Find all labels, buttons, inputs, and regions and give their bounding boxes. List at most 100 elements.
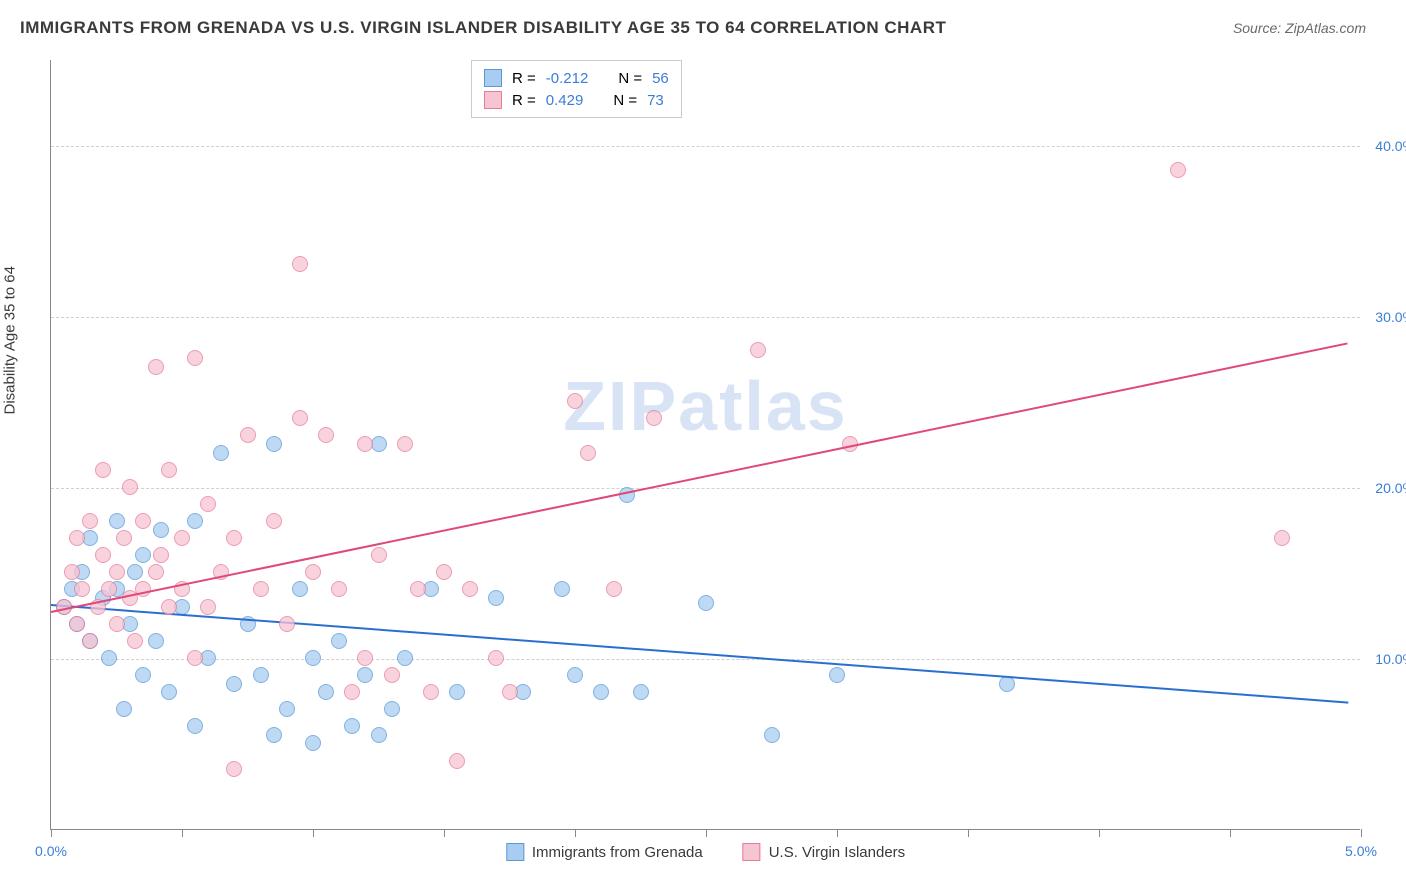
- scatter-point: [554, 581, 570, 597]
- scatter-point: [109, 616, 125, 632]
- trend-line: [51, 342, 1348, 613]
- scatter-point: [1170, 162, 1186, 178]
- n-label: N =: [613, 92, 637, 109]
- legend-swatch-grenada: [484, 69, 502, 87]
- scatter-point: [279, 701, 295, 717]
- x-tick: [1230, 829, 1231, 837]
- scatter-point: [187, 718, 203, 734]
- scatter-point: [305, 735, 321, 751]
- scatter-point: [200, 599, 216, 615]
- scatter-point: [135, 547, 151, 563]
- legend-label: U.S. Virgin Islanders: [769, 844, 905, 861]
- scatter-point: [698, 595, 714, 611]
- scatter-point: [580, 445, 596, 461]
- n-value-1: 56: [652, 70, 669, 87]
- gridline: [51, 317, 1360, 318]
- legend-row-1: R = -0.212 N = 56: [484, 67, 669, 89]
- scatter-point: [371, 727, 387, 743]
- scatter-point: [122, 479, 138, 495]
- scatter-point: [371, 547, 387, 563]
- scatter-point: [646, 410, 662, 426]
- r-label: R =: [512, 92, 536, 109]
- y-axis-label: Disability Age 35 to 64: [2, 266, 19, 414]
- x-tick: [444, 829, 445, 837]
- scatter-point: [82, 513, 98, 529]
- x-tick: [182, 829, 183, 837]
- scatter-point: [127, 564, 143, 580]
- scatter-point: [161, 599, 177, 615]
- scatter-point: [567, 393, 583, 409]
- scatter-point: [344, 684, 360, 700]
- scatter-point: [318, 427, 334, 443]
- scatter-point: [240, 427, 256, 443]
- scatter-point: [292, 581, 308, 597]
- scatter-point: [397, 650, 413, 666]
- x-tick: [1361, 829, 1362, 837]
- series-legend: Immigrants from Grenada U.S. Virgin Isla…: [506, 843, 905, 861]
- scatter-point: [174, 530, 190, 546]
- scatter-point: [305, 650, 321, 666]
- scatter-point: [331, 633, 347, 649]
- scatter-point: [69, 616, 85, 632]
- source-attribution: Source: ZipAtlas.com: [1233, 20, 1366, 36]
- scatter-point: [187, 650, 203, 666]
- gridline: [51, 488, 1360, 489]
- scatter-point: [109, 564, 125, 580]
- scatter-point: [829, 667, 845, 683]
- scatter-point: [318, 684, 334, 700]
- scatter-point: [606, 581, 622, 597]
- scatter-point: [764, 727, 780, 743]
- gridline: [51, 659, 1360, 660]
- scatter-point: [109, 513, 125, 529]
- scatter-point: [357, 650, 373, 666]
- scatter-point: [95, 462, 111, 478]
- scatter-point: [116, 701, 132, 717]
- legend-item-grenada: Immigrants from Grenada: [506, 843, 703, 861]
- r-value-1: -0.212: [546, 70, 589, 87]
- legend-item-usvi: U.S. Virgin Islanders: [743, 843, 905, 861]
- scatter-point: [488, 650, 504, 666]
- legend-row-2: R = 0.429 N = 73: [484, 89, 669, 111]
- y-tick-label: 10.0%: [1375, 651, 1406, 667]
- scatter-point: [161, 684, 177, 700]
- plot-area: ZIPatlas R = -0.212 N = 56 R = 0.429 N =…: [50, 60, 1360, 830]
- scatter-point: [74, 581, 90, 597]
- scatter-point: [153, 522, 169, 538]
- scatter-point: [266, 436, 282, 452]
- scatter-point: [95, 547, 111, 563]
- scatter-point: [127, 633, 143, 649]
- scatter-point: [266, 513, 282, 529]
- scatter-point: [226, 761, 242, 777]
- x-tick: [1099, 829, 1100, 837]
- trend-line: [51, 604, 1348, 704]
- scatter-point: [384, 667, 400, 683]
- scatter-point: [135, 667, 151, 683]
- scatter-point: [488, 590, 504, 606]
- scatter-point: [593, 684, 609, 700]
- y-tick-label: 20.0%: [1375, 480, 1406, 496]
- scatter-point: [292, 256, 308, 272]
- scatter-point: [436, 564, 452, 580]
- x-tick-label: 5.0%: [1345, 843, 1377, 859]
- scatter-point: [292, 410, 308, 426]
- scatter-point: [148, 359, 164, 375]
- x-tick: [51, 829, 52, 837]
- scatter-point: [153, 547, 169, 563]
- scatter-point: [161, 462, 177, 478]
- scatter-point: [69, 530, 85, 546]
- scatter-point: [750, 342, 766, 358]
- scatter-point: [344, 718, 360, 734]
- x-tick: [968, 829, 969, 837]
- n-label: N =: [618, 70, 642, 87]
- scatter-point: [633, 684, 649, 700]
- x-tick: [706, 829, 707, 837]
- x-tick: [313, 829, 314, 837]
- scatter-point: [462, 581, 478, 597]
- legend-swatch-icon: [506, 843, 524, 861]
- scatter-point: [357, 436, 373, 452]
- scatter-point: [148, 564, 164, 580]
- scatter-point: [423, 684, 439, 700]
- chart-title: IMMIGRANTS FROM GRENADA VS U.S. VIRGIN I…: [20, 18, 946, 38]
- scatter-point: [101, 650, 117, 666]
- scatter-point: [397, 436, 413, 452]
